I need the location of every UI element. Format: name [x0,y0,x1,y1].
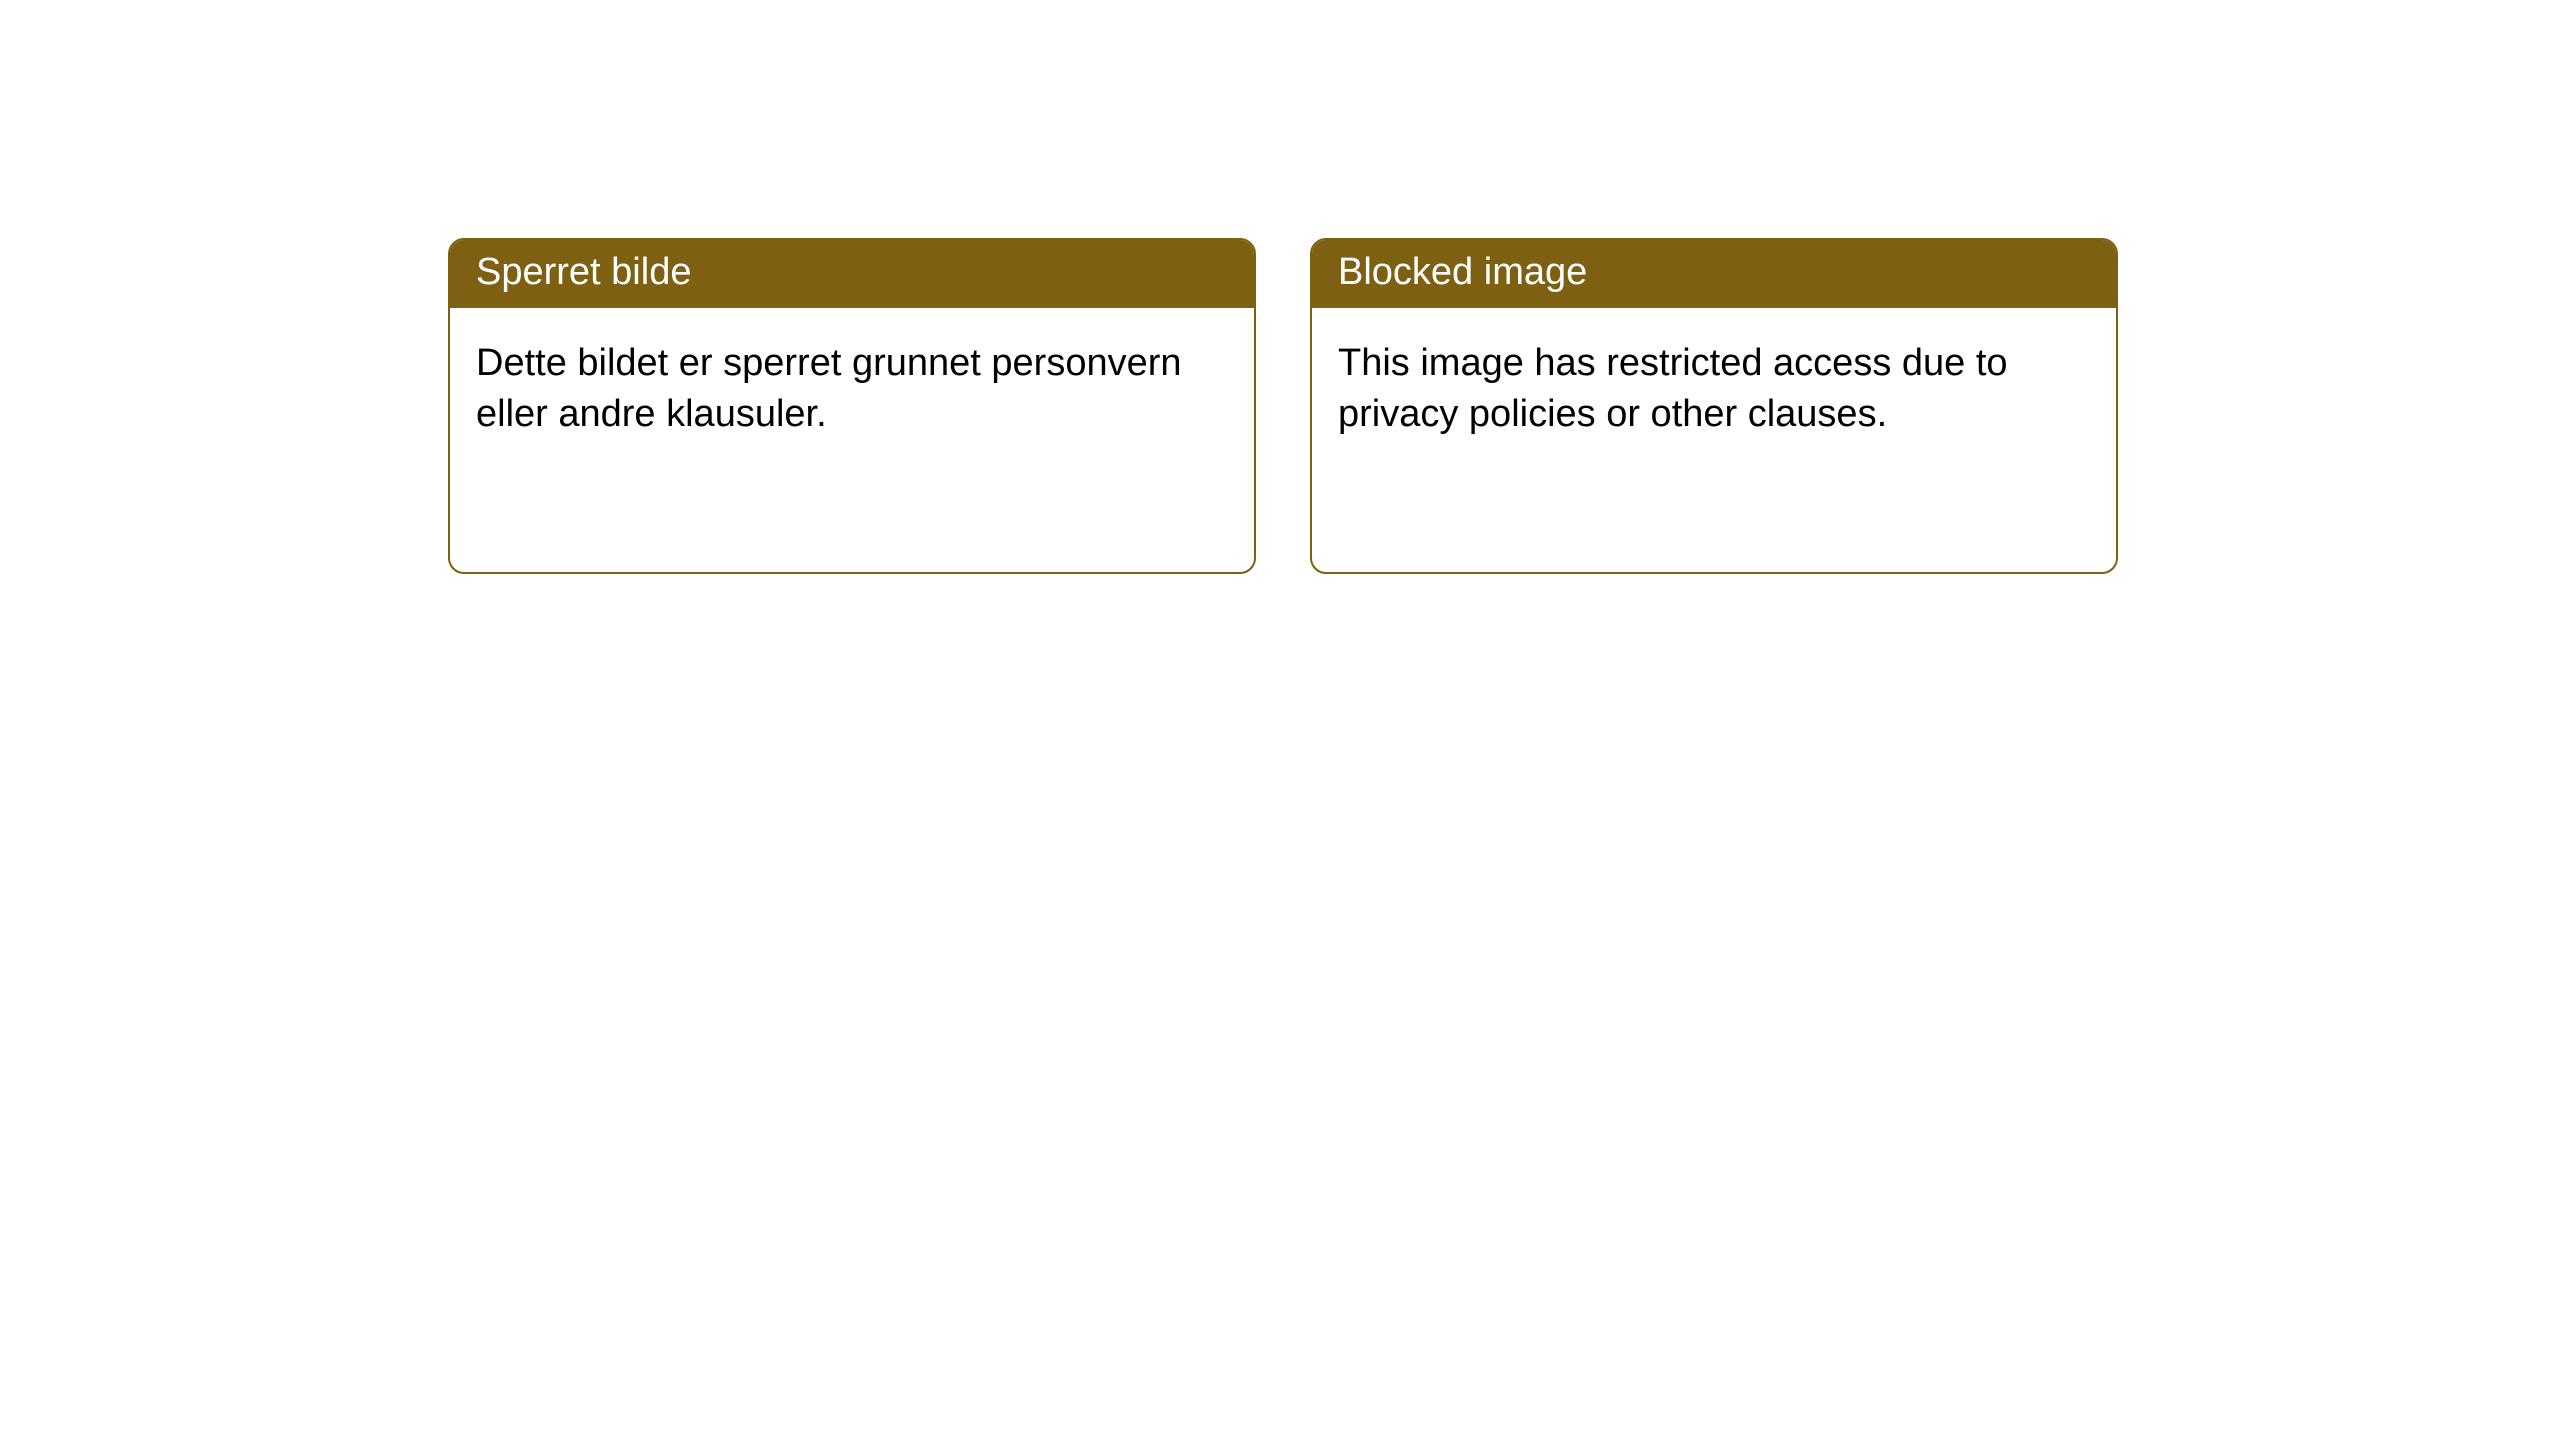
card-header-no: Sperret bilde [450,240,1254,308]
card-container: Sperret bilde Dette bildet er sperret gr… [0,0,2560,574]
card-header-en: Blocked image [1312,240,2116,308]
card-body-no: Dette bildet er sperret grunnet personve… [450,308,1254,471]
blocked-image-card-no: Sperret bilde Dette bildet er sperret gr… [448,238,1256,574]
blocked-image-card-en: Blocked image This image has restricted … [1310,238,2118,574]
card-body-en: This image has restricted access due to … [1312,308,2116,471]
